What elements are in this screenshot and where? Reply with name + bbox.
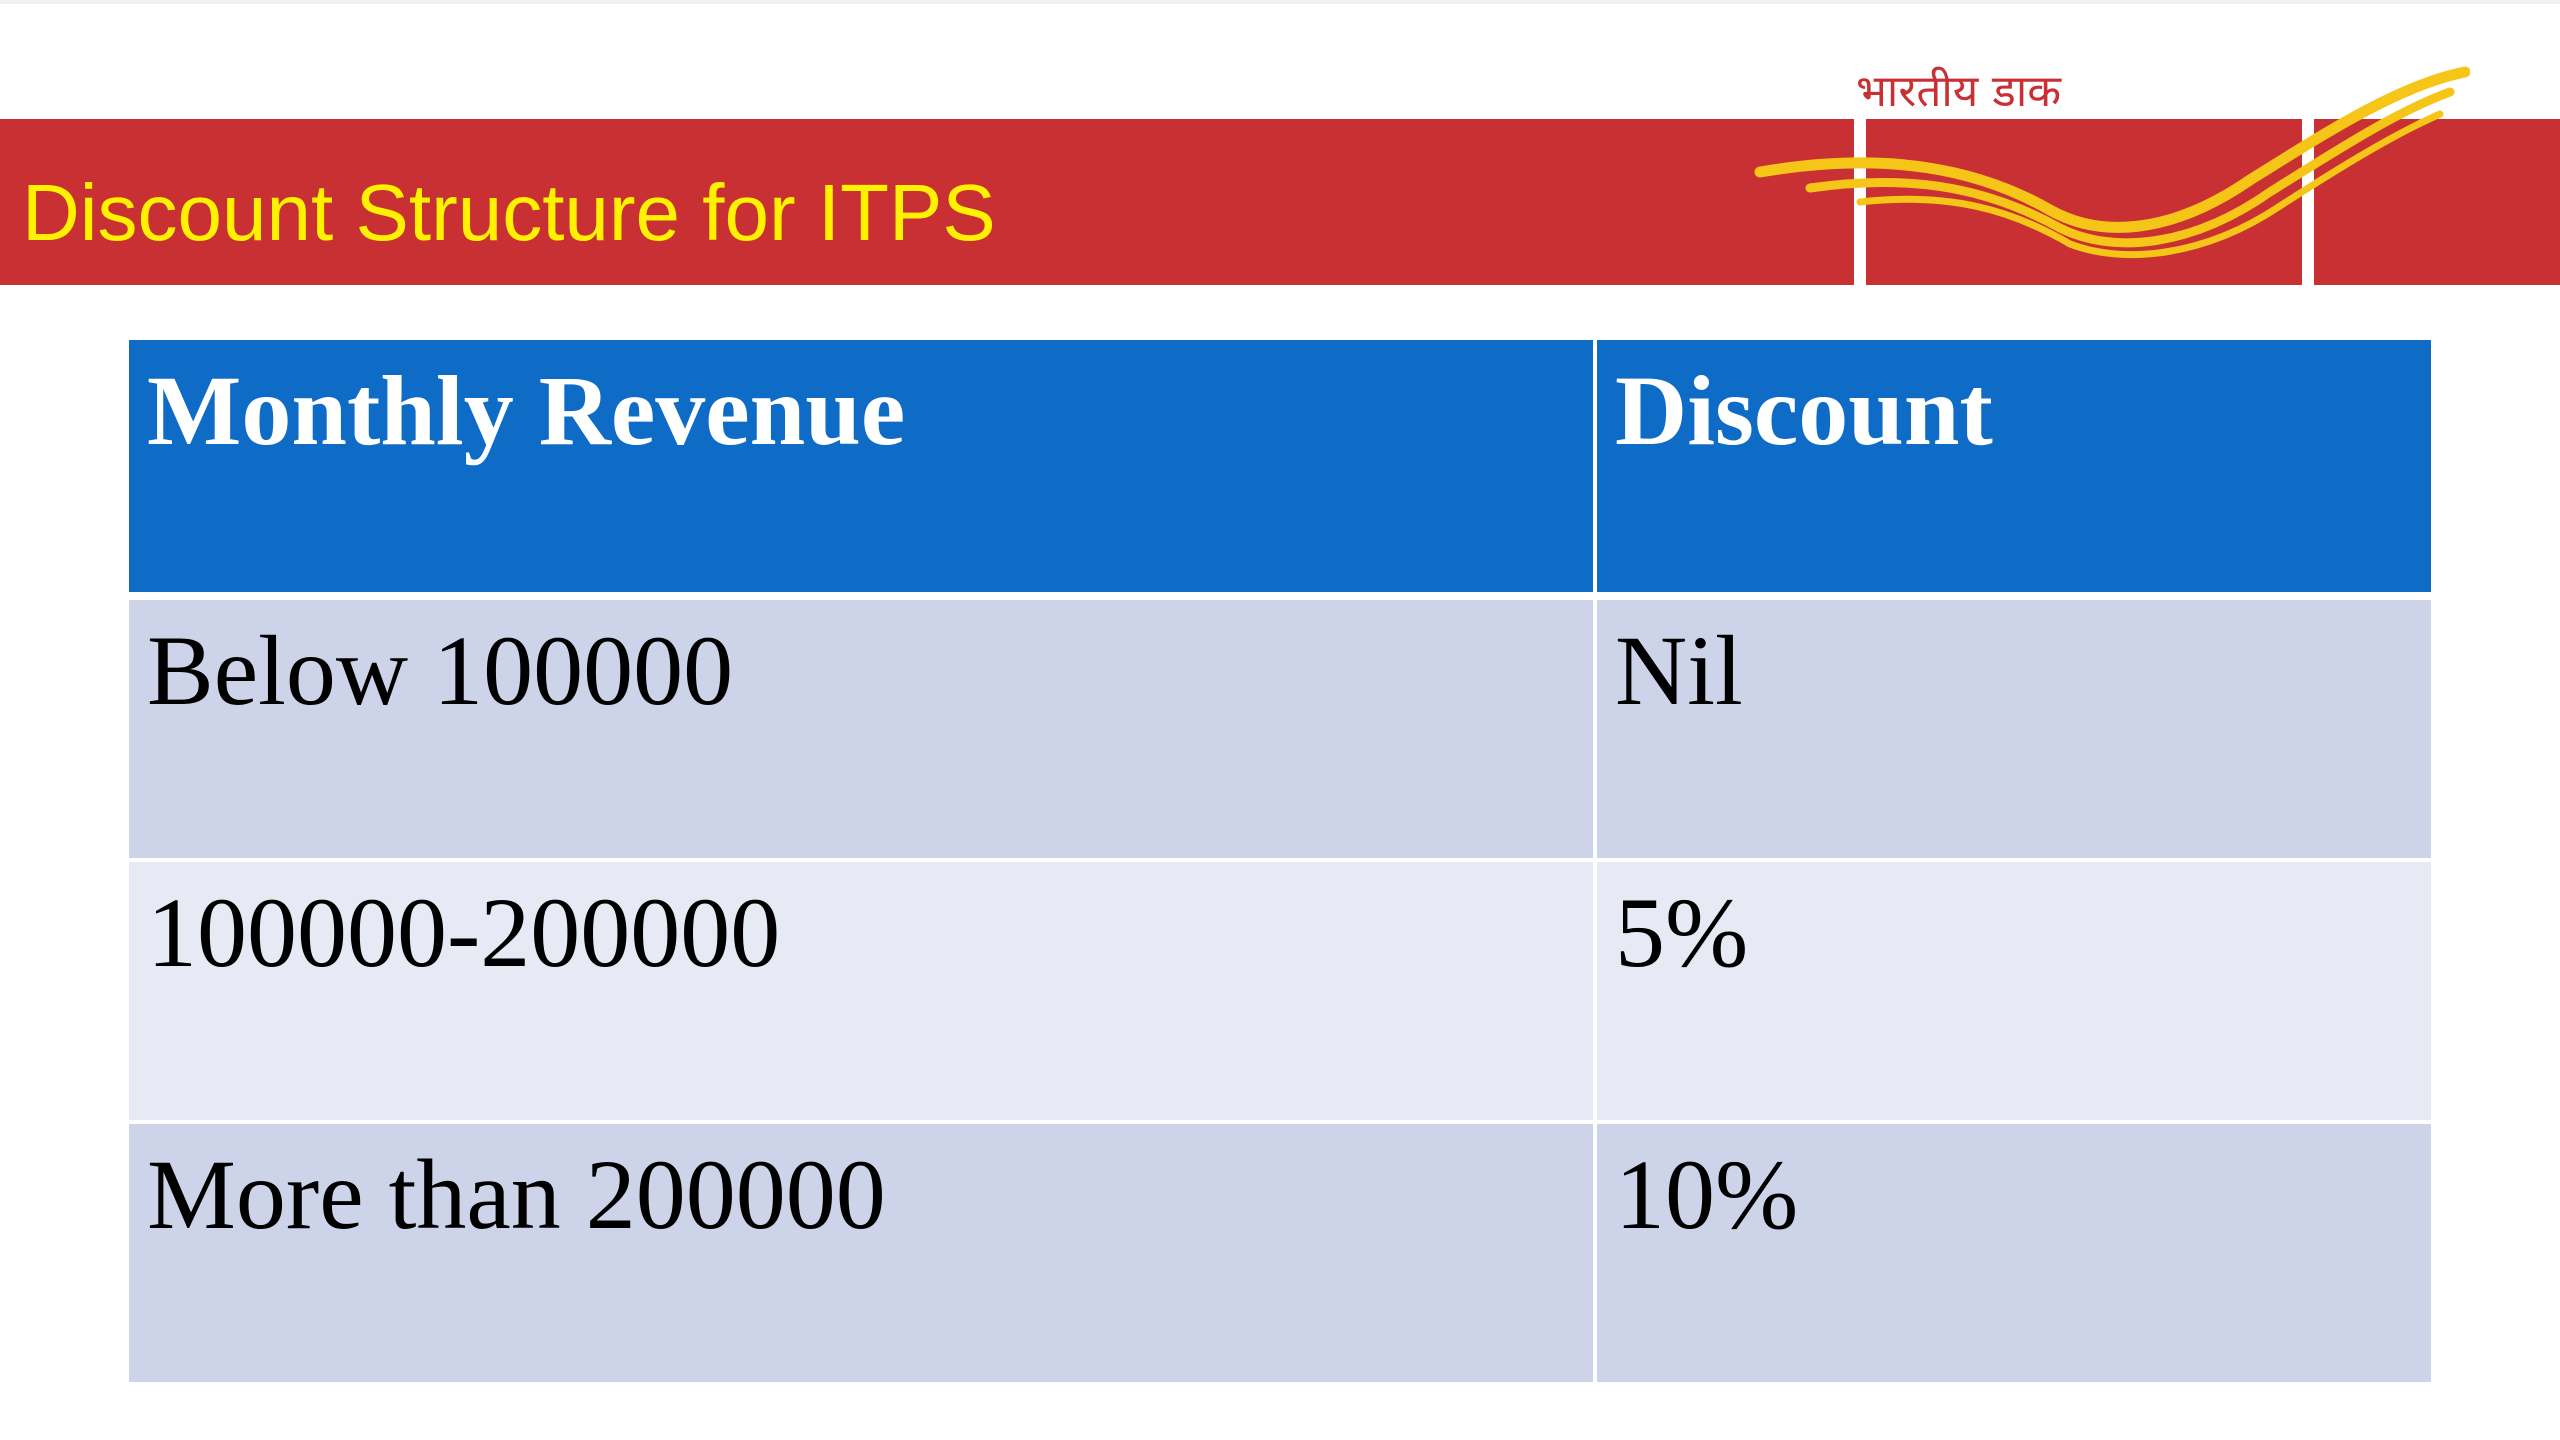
table-header-row: Monthly Revenue Discount [129, 340, 2431, 600]
discount-cell: Nil [1595, 596, 2431, 862]
table-row: 100000-200000 5% [129, 860, 2431, 1124]
logo-caption: भारतीय डाक [1856, 66, 2062, 117]
table-row: More than 200000 10% [129, 1122, 2431, 1386]
logo-post-right [2302, 119, 2314, 285]
table-row: Below 100000 Nil [129, 596, 2431, 862]
revenue-cell: 100000-200000 [129, 860, 1597, 1124]
revenue-cell: Below 100000 [129, 596, 1597, 862]
slide-title: Discount Structure for ITPS [22, 168, 996, 257]
discount-cell: 5% [1595, 860, 2431, 1124]
column-header-discount: Discount [1595, 340, 2431, 600]
discount-table: Monthly Revenue Discount Below 100000 Ni… [129, 340, 2431, 1386]
column-header-monthly-revenue: Monthly Revenue [129, 340, 1597, 600]
discount-cell: 10% [1595, 1122, 2431, 1386]
logo-wing-icon [1754, 66, 2470, 259]
revenue-cell: More than 200000 [129, 1122, 1597, 1386]
discount-table-container: Monthly Revenue Discount Below 100000 Ni… [129, 340, 2431, 1386]
top-divider [0, 0, 2560, 4]
